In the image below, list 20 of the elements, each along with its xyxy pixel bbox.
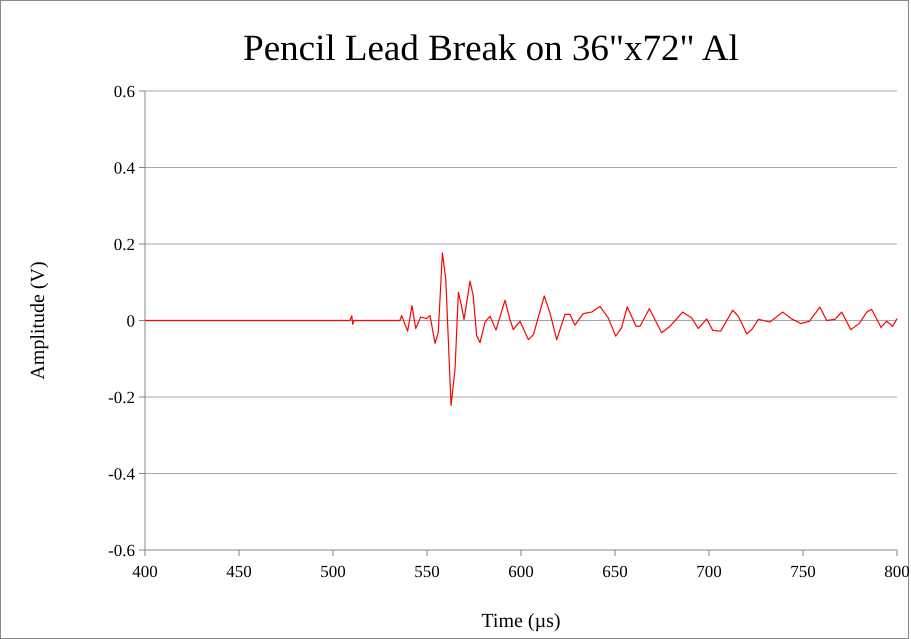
y-tick-label: -0.2: [108, 388, 135, 407]
x-tick-label: 400: [132, 562, 158, 581]
y-tick-label: 0.2: [114, 234, 135, 254]
x-tick-label: 800: [884, 562, 910, 581]
x-tick-label: 750: [790, 562, 816, 581]
x-tick-label: 700: [696, 562, 722, 581]
line-series: [144, 252, 898, 406]
y-tick-label: 0: [126, 311, 135, 330]
x-tick-label: 550: [414, 562, 440, 581]
y-tick-label: 0.4: [114, 158, 136, 178]
y-axis-title: Amplitude (V): [27, 261, 49, 380]
y-tick-label: 0.6: [114, 82, 135, 101]
x-axis-title: Time (µs): [481, 610, 561, 632]
y-tick-label: -0.4: [108, 464, 136, 484]
x-tick-label: 500: [320, 562, 346, 581]
x-tick-label: 450: [226, 562, 252, 581]
x-tick-label: 600: [508, 562, 534, 581]
x-tick-label: 650: [602, 562, 628, 581]
chart-title: Pencil Lead Break on 36"x72" Al: [243, 28, 739, 69]
y-tick-label: -0.6: [108, 540, 135, 560]
